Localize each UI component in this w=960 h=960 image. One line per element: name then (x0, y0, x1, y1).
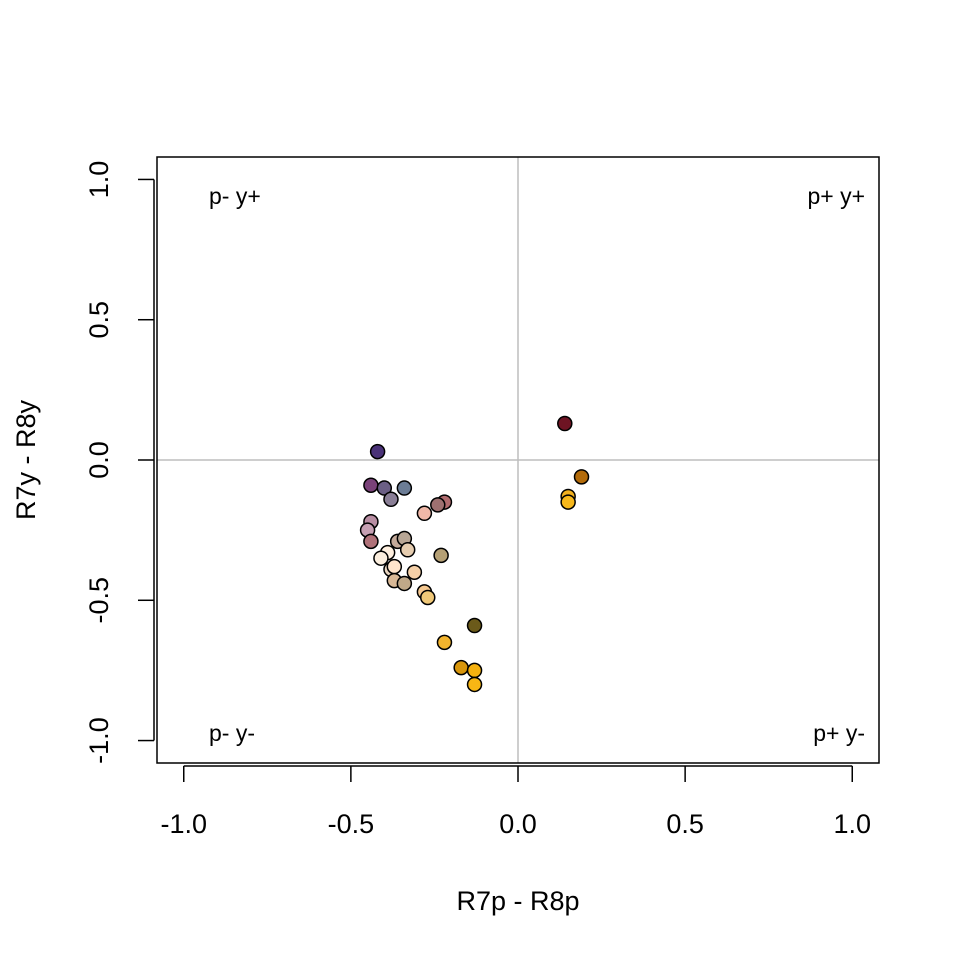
x-axis: -1.0 -0.5 0.0 0.5 1.0 (160, 765, 871, 839)
y-axis: -1.0 -0.5 0.0 0.5 1.0 (84, 161, 155, 764)
data-point (466, 617, 483, 634)
data-point (466, 662, 483, 679)
y-tick-label: -0.5 (84, 577, 114, 624)
x-tick-label: -1.0 (160, 809, 207, 839)
quadrant-label-top-left: p- y+ (209, 183, 261, 209)
x-tick-label: 1.0 (833, 809, 871, 839)
data-point (376, 480, 393, 496)
data-point (557, 415, 573, 432)
data-point (573, 469, 590, 485)
data-point (373, 550, 389, 566)
quadrant-label-bottom-left: p- y- (209, 720, 255, 746)
data-point (416, 505, 433, 522)
data-point (430, 497, 446, 513)
data-point (386, 558, 403, 575)
x-tick-label: -0.5 (328, 809, 375, 839)
data-point (560, 494, 576, 510)
quadrant-label-bottom-right: p+ y- (813, 720, 865, 746)
y-tick-label: 1.0 (84, 161, 114, 199)
data-point (399, 542, 416, 558)
y-tick-label: 0.5 (84, 301, 114, 339)
data-point (396, 480, 413, 496)
data-point (453, 659, 469, 676)
data-points (359, 415, 590, 693)
plot-frame (156, 156, 880, 764)
data-point (433, 547, 449, 564)
y-tick-label: 0.0 (84, 441, 114, 479)
y-tick-label: -1.0 (84, 717, 114, 764)
quadrant-label-top-right: p+ y+ (807, 183, 865, 209)
quadrant-labels: p- y+ p+ y+ p- y-p+ y- (209, 183, 865, 746)
x-tick-label: 0.0 (499, 809, 537, 839)
data-point (363, 533, 379, 550)
data-point (383, 491, 399, 508)
x-axis-title: R7p - R8p (456, 886, 579, 916)
y-axis-title: R7y - R8y (11, 399, 41, 520)
x-tick-label: 0.5 (666, 809, 704, 839)
reference-lines (157, 157, 879, 763)
data-point (363, 477, 379, 493)
data-point (369, 443, 386, 460)
data-point (420, 589, 436, 606)
data-point (406, 564, 423, 580)
data-point (436, 634, 453, 651)
data-point (466, 676, 483, 693)
data-point (396, 575, 413, 592)
